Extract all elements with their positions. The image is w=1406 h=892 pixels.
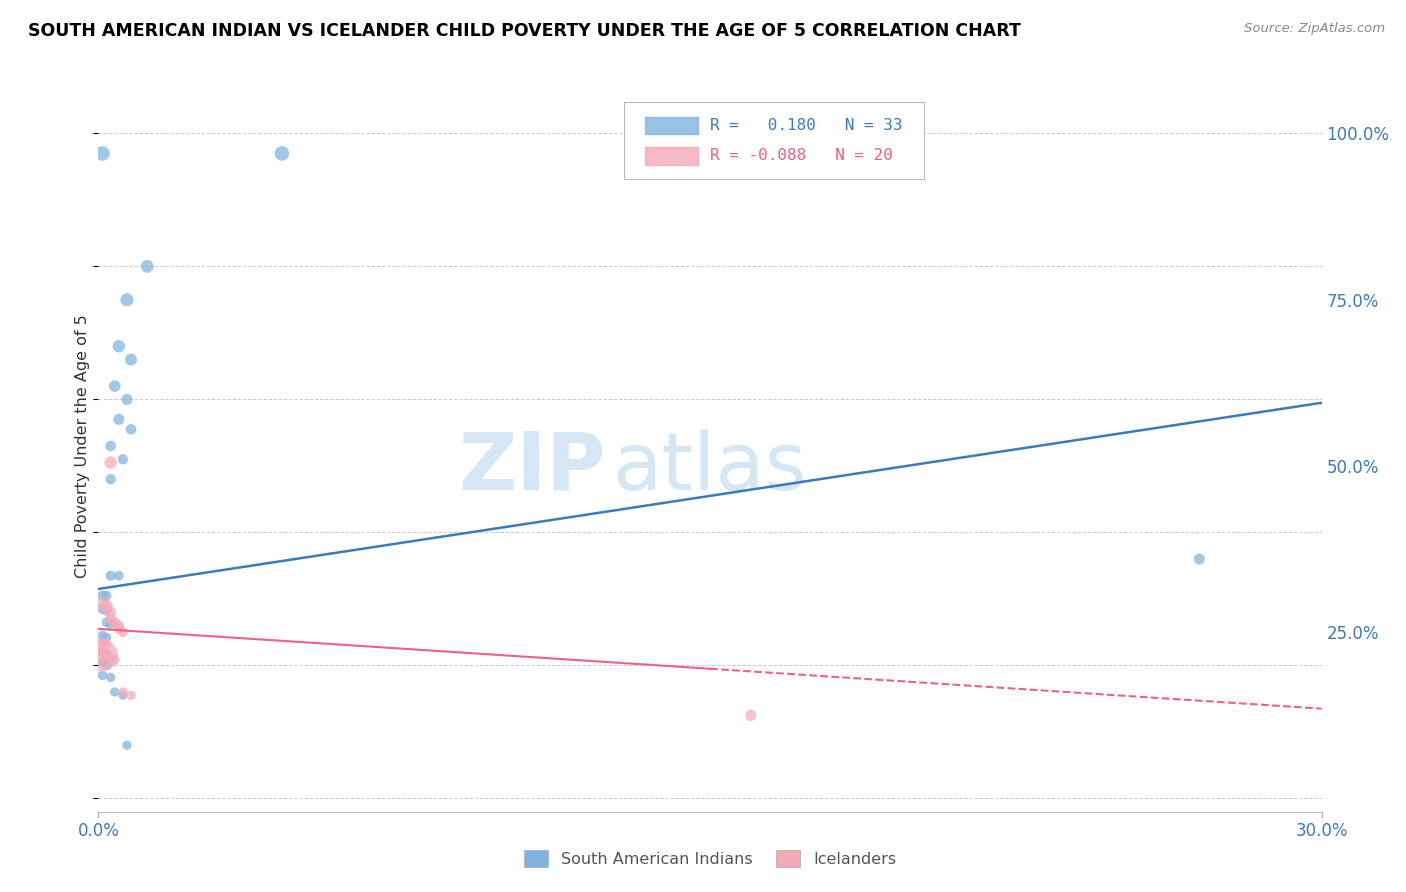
Text: R = -0.088   N = 20: R = -0.088 N = 20 [710,148,893,163]
Point [96,615,118,630]
Point [91,635,114,649]
Text: atlas: atlas [612,429,807,507]
Point [108,339,131,353]
Point [120,422,142,436]
Point [96,647,118,661]
Point [111,689,134,703]
Point [91,146,114,161]
Point [100,456,122,470]
Point [104,653,127,667]
Point [120,352,142,367]
Legend: South American Indians, Icelanders: South American Indians, Icelanders [517,844,903,873]
Point [111,452,134,467]
FancyBboxPatch shape [624,103,924,179]
Point [108,622,131,636]
Point [91,655,114,669]
Point [115,392,138,407]
Point [115,293,138,307]
Point [111,625,134,640]
Point [100,612,122,626]
Point [104,615,127,630]
Point [100,670,122,684]
Point [96,589,118,603]
Point [96,604,118,618]
Point [108,412,131,426]
Point [96,637,118,651]
Point [91,645,114,659]
Point [96,631,118,645]
Point [100,617,122,632]
Point [1188,552,1211,566]
Point [100,568,122,582]
Point [96,647,118,661]
Point [91,645,114,659]
Point [100,652,122,666]
Point [96,599,118,613]
Point [111,685,134,699]
Point [96,602,118,616]
Point [108,618,131,632]
Point [740,708,762,723]
Point [120,689,142,703]
Point [136,260,159,274]
Point [91,628,114,642]
Point [100,605,122,619]
Point [104,685,127,699]
Point [91,648,114,663]
Point [115,738,138,752]
Point [104,379,127,393]
Text: R =   0.180   N = 33: R = 0.180 N = 33 [710,118,903,133]
Y-axis label: Child Poverty Under the Age of 5: Child Poverty Under the Age of 5 [75,314,90,578]
Point [91,589,114,603]
Point [91,595,114,609]
Point [91,602,114,616]
Point [91,668,114,682]
Text: ZIP: ZIP [458,429,606,507]
Point [270,146,294,161]
Point [96,658,118,673]
Point [100,439,122,453]
Point [100,472,122,486]
Text: Source: ZipAtlas.com: Source: ZipAtlas.com [1244,22,1385,36]
Point [108,568,131,582]
Text: SOUTH AMERICAN INDIAN VS ICELANDER CHILD POVERTY UNDER THE AGE OF 5 CORRELATION : SOUTH AMERICAN INDIAN VS ICELANDER CHILD… [28,22,1021,40]
